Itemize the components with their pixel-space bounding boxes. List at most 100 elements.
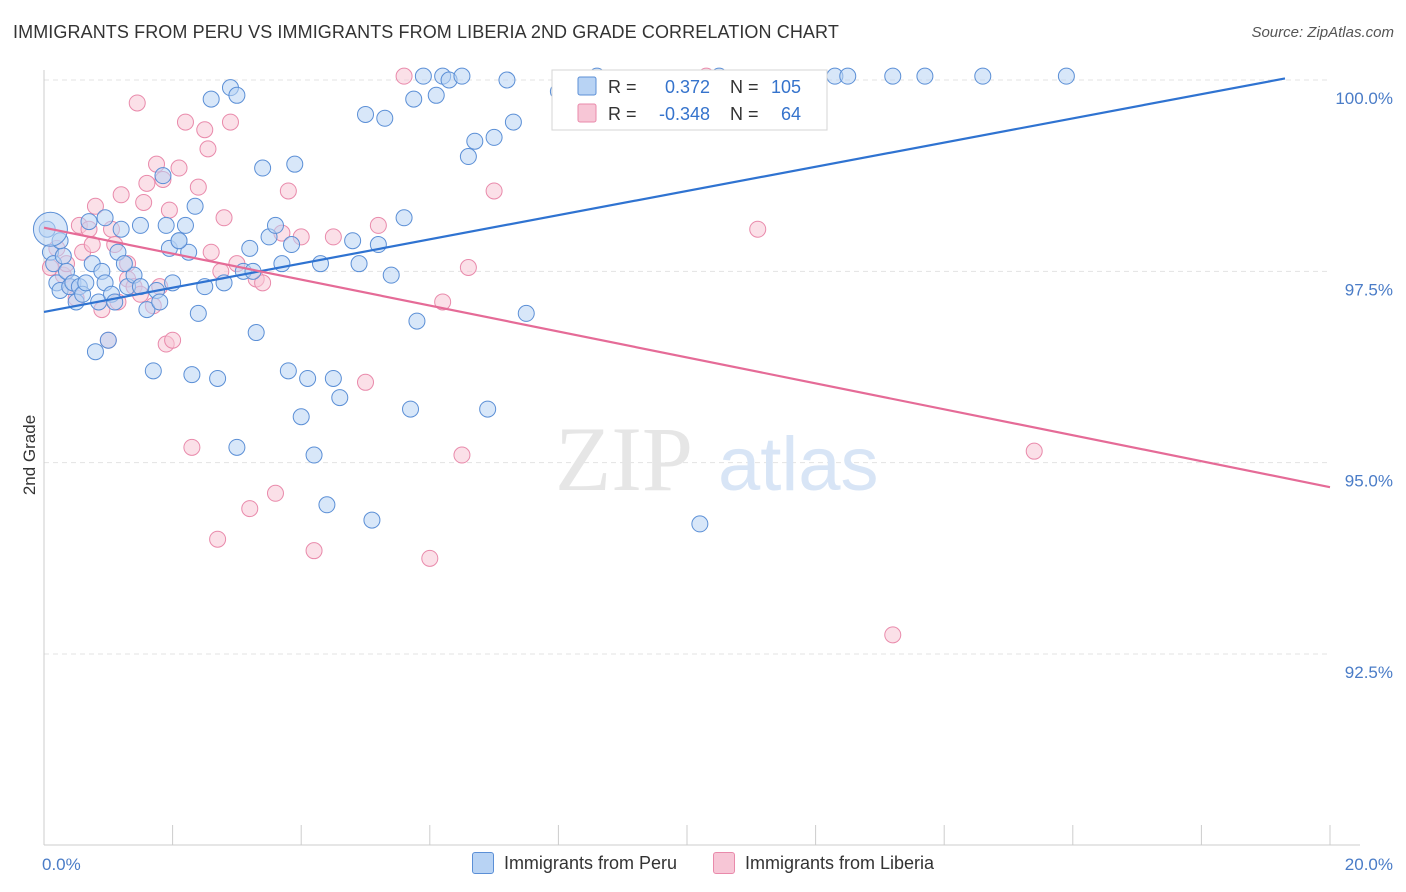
peru-swatch [471,852,494,874]
tick-labels: 92.5% 95.0% 97.5% 100.0% 0.0% 20.0% [42,89,1393,874]
peru-point [228,86,246,104]
liberia-point [459,259,477,277]
peru-point [466,132,484,150]
peru-point [209,369,227,387]
legend-item-liberia[interactable]: Immigrants from Liberia [712,852,934,874]
liberia-point [485,182,503,200]
peru-point [305,446,323,464]
peru-point [414,67,432,85]
peru-point [106,293,124,311]
liberia-point [209,530,227,548]
chart-source: Source: ZipAtlas.com [1251,24,1394,41]
peru-point [154,167,172,185]
legend-liberia-n-label: N = [730,104,759,124]
liberia-point [305,542,323,560]
y-tick-label: 95.0% [1345,472,1393,491]
x-tick-label-min: 0.0% [42,855,81,874]
liberia-point [189,178,207,196]
peru-point [54,247,72,265]
peru-point [485,128,503,146]
liberia-points [41,67,1043,644]
peru-point [376,109,394,127]
peru-point [151,293,169,311]
chart-title: IMMIGRANTS FROM PERU VS IMMIGRANTS FROM … [13,22,839,42]
peru-point [254,159,272,177]
axis-layer [43,70,1360,846]
peru-point [247,324,265,342]
peru-point [80,213,98,231]
liberia-point [241,500,259,518]
liberia-point [202,243,220,261]
liberia-point [176,113,194,131]
legend-item-peru[interactable]: Immigrants from Peru [471,852,677,874]
peru-point [292,408,310,426]
peru-point [241,239,259,257]
peru-point [974,67,992,85]
peru-point [176,216,194,234]
peru-point [99,331,117,349]
legend-peru-n-label: N = [730,77,759,97]
liberia-point [128,94,146,112]
peru-point [382,266,400,284]
legend-peru-label: Immigrants from Peru [503,852,677,873]
liberia-point [199,140,217,158]
legend-peru-n-value: 105 [771,77,801,97]
liberia-point [266,484,284,502]
peru-point [427,86,445,104]
liberia-point [357,373,374,391]
peru-point [479,400,497,418]
peru-point [144,362,162,380]
peru-point [202,90,220,108]
peru-point [170,232,188,250]
trendlines [43,77,1331,489]
peru-point [286,155,304,173]
y-tick-label: 97.5% [1345,280,1393,299]
peru-point [405,90,423,108]
legend-liberia-r-value: -0.348 [659,104,710,124]
peru-point [363,511,381,529]
peru-point [131,216,149,234]
y-axis-label: 2nd Grade [20,415,39,495]
x-tick-label-max: 20.0% [1345,855,1393,874]
liberia-point [453,446,471,464]
liberia-point [749,220,767,238]
correlation-legend: R = 0.372 N = 105 R = -0.348 N = 64 [551,69,828,131]
watermark-atlas: atlas [718,422,879,507]
peru-points [32,67,1075,533]
liberia-point [421,549,439,567]
peru-point [77,274,95,292]
legend-liberia-r-label: R = [608,104,637,124]
peru-point [395,209,413,227]
peru-point [408,312,426,330]
peru-point [324,369,342,387]
y-tick-label: 92.5% [1345,663,1393,682]
liberia-point [86,197,104,215]
liberia-point [135,193,153,211]
legend-liberia-swatch [577,103,597,123]
peru-point [112,220,130,238]
liberia-point [112,186,130,204]
peru-point [357,105,374,123]
peru-point [916,67,934,85]
watermark-zip: ZIP [555,408,693,510]
peru-point [1057,67,1075,85]
peru-point [504,113,522,131]
peru-point [331,389,349,407]
liberia-point [254,274,272,292]
peru-trendline [43,77,1286,313]
legend-peru-swatch [577,76,597,96]
grid-layer [44,79,1330,655]
peru-point [86,343,104,361]
peru-point [96,209,114,227]
peru-point [344,232,362,250]
liberia-point [196,121,214,139]
liberia-point [434,293,452,311]
peru-point [402,400,420,418]
peru-point [228,438,246,456]
peru-point [157,216,175,234]
watermark: ZIP atlas [555,408,879,510]
peru-point [517,304,535,322]
peru-point [266,216,284,234]
peru-point [691,515,709,533]
